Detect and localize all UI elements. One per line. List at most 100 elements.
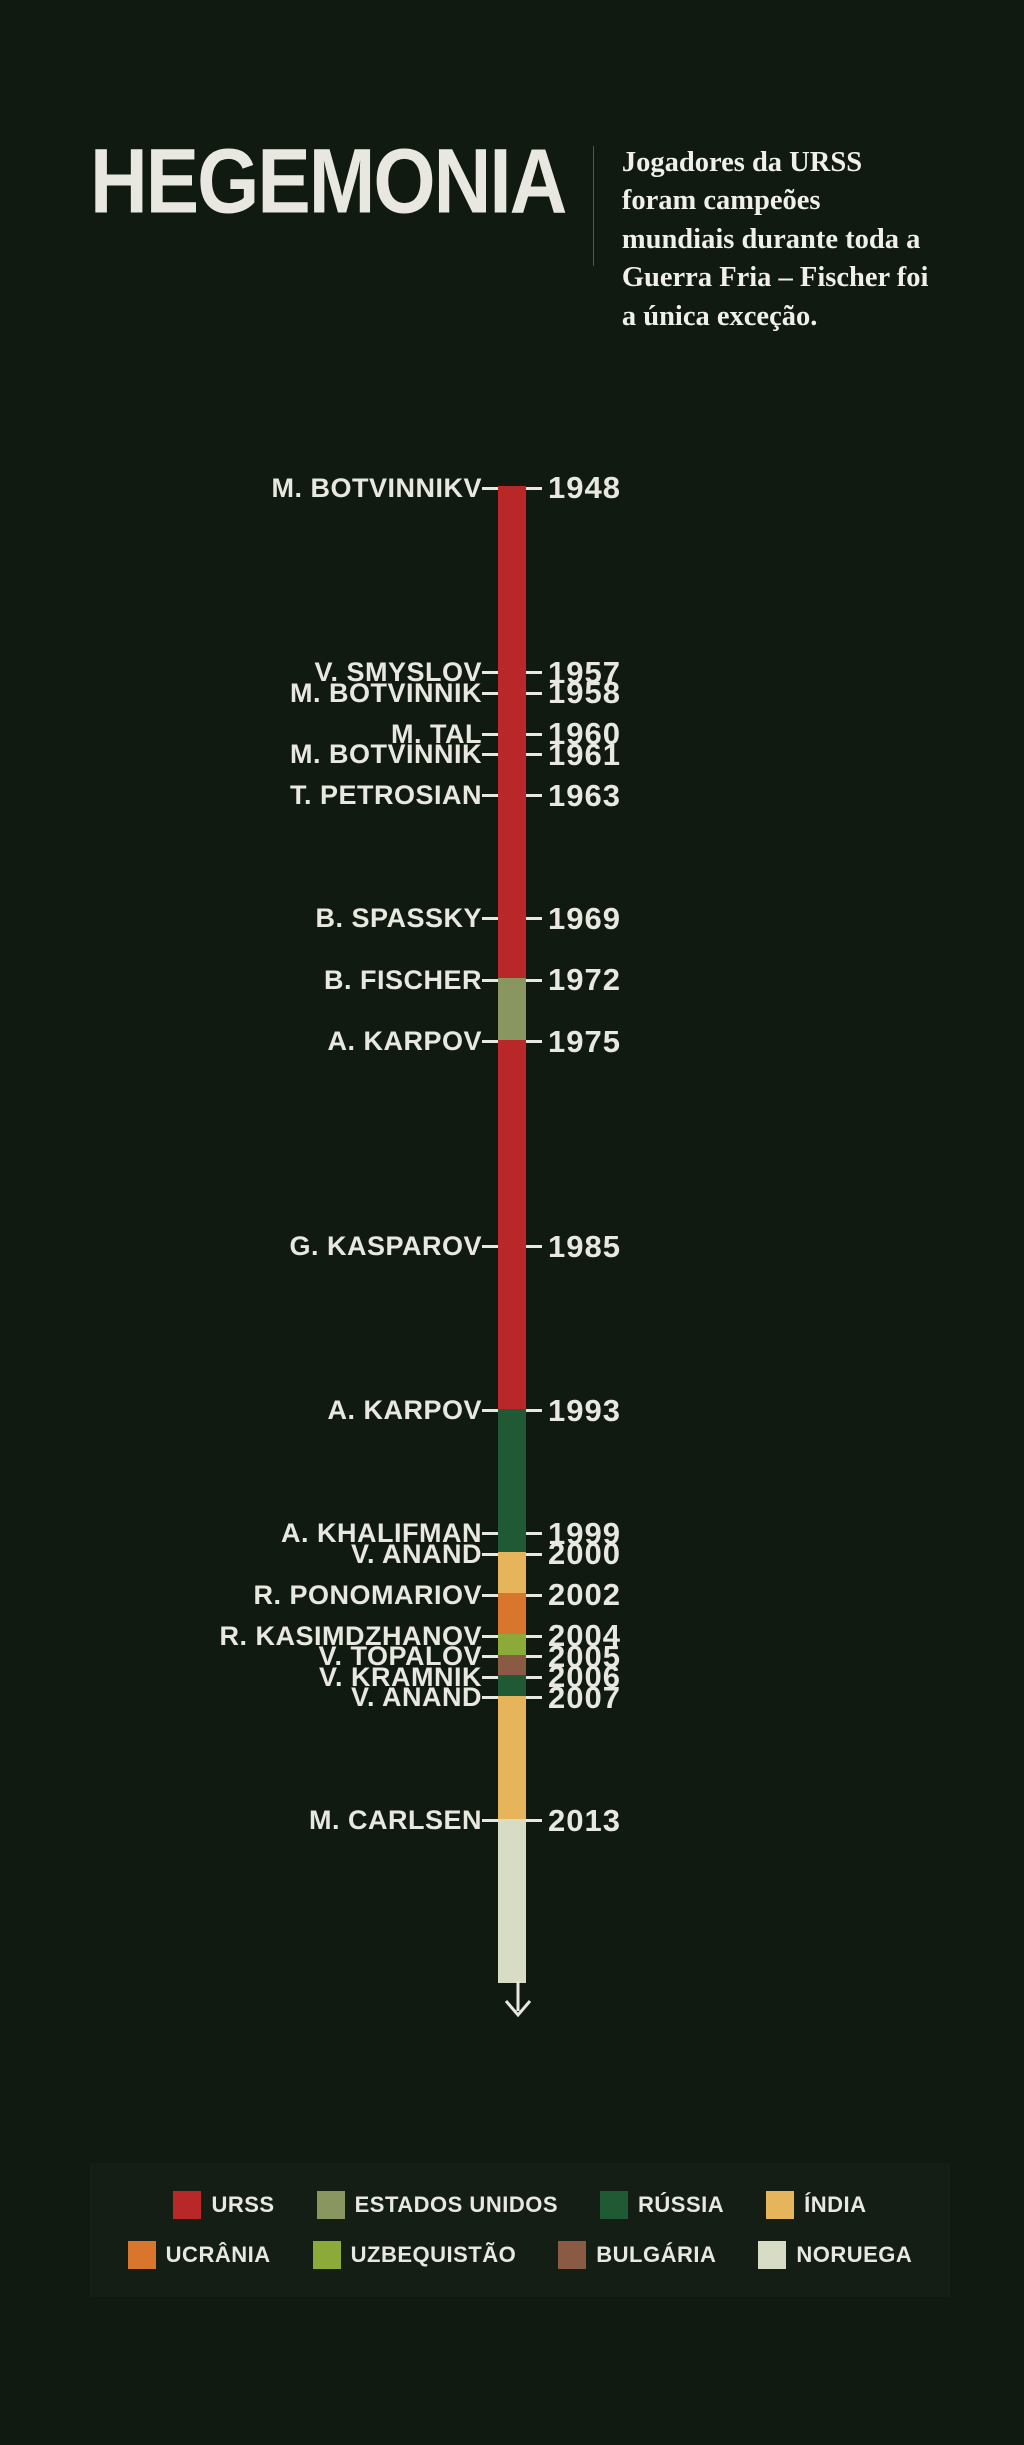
entry-name: G. KASPAROV [162, 1231, 482, 1262]
entry-year: 1975 [542, 1024, 621, 1060]
tick-icon [482, 1532, 498, 1535]
legend-label: ESTADOS UNIDOS [355, 2192, 558, 2218]
timeline-segment [498, 1819, 526, 1983]
entry-name: R. PONOMARIOV [162, 1580, 482, 1611]
tick-icon [526, 1409, 542, 1412]
timeline-entry: B. SPASSKY 1969 [162, 901, 862, 937]
legend-item: NORUEGA [758, 2241, 912, 2269]
timeline-entry: M. BOTVINNIKV1948 [162, 470, 862, 506]
tick-icon [526, 1676, 542, 1679]
entry-name: B. FISCHER [162, 965, 482, 996]
timeline-entry: M. CARLSEN 2013 [162, 1803, 862, 1839]
header: HEGEMONIA Jogadores da URSS foram campeõ… [90, 140, 934, 336]
tick-icon [526, 753, 542, 756]
legend-swatch [558, 2241, 586, 2269]
tick-icon [526, 692, 542, 695]
entry-name: A. KARPOV [162, 1395, 482, 1426]
tick-icon [482, 487, 498, 490]
legend-item: URSS [173, 2191, 274, 2219]
tick-icon [526, 1635, 542, 1638]
timeline-entry: B. FISCHER1972 [162, 962, 862, 998]
entry-name: A. KARPOV [162, 1026, 482, 1057]
entry-year: 1958 [542, 675, 621, 711]
entry-year: 1963 [542, 778, 621, 814]
entry-name: M. CARLSEN [162, 1805, 482, 1836]
tick-icon [482, 1594, 498, 1597]
entry-year: 2000 [542, 1536, 621, 1572]
entry-year: 1969 [542, 901, 621, 937]
timeline-entry: R. PONOMARIOV2002 [162, 1577, 862, 1613]
legend-swatch [317, 2191, 345, 2219]
header-divider [593, 146, 594, 266]
legend-swatch [758, 2241, 786, 2269]
tick-icon [526, 1553, 542, 1556]
timeline-entry: M. BOTVINNIK 1961 [162, 737, 862, 773]
entry-year: 2007 [542, 1680, 621, 1716]
timeline-entry: V. ANAND 2007 [162, 1680, 862, 1716]
tick-icon [526, 794, 542, 797]
tick-icon [482, 1676, 498, 1679]
tick-icon [482, 1696, 498, 1699]
tick-icon [526, 979, 542, 982]
tick-icon [482, 794, 498, 797]
tick-icon [482, 733, 498, 736]
tick-icon [526, 917, 542, 920]
tick-icon [482, 692, 498, 695]
tick-icon [526, 733, 542, 736]
timeline-entry: G. KASPAROV 1985 [162, 1229, 862, 1265]
tick-icon [526, 487, 542, 490]
page: HEGEMONIA Jogadores da URSS foram campeõ… [0, 0, 1024, 2397]
entry-name: B. SPASSKY [162, 903, 482, 934]
tick-icon [482, 1553, 498, 1556]
tick-icon [482, 917, 498, 920]
tick-icon [482, 753, 498, 756]
entry-year: 1985 [542, 1229, 621, 1265]
page-title: HEGEMONIA [90, 140, 565, 223]
tick-icon [482, 979, 498, 982]
legend-swatch [173, 2191, 201, 2219]
timeline-entry: T. PETROSIAN 1963 [162, 778, 862, 814]
timeline-entry: A. KARPOV1993 [162, 1393, 862, 1429]
timeline: M. BOTVINNIKV1948V. SMYSLOV1957M. BOTVIN… [162, 486, 862, 2063]
tick-icon [526, 1040, 542, 1043]
legend-label: UCRÂNIA [166, 2242, 271, 2268]
legend-swatch [128, 2241, 156, 2269]
tick-icon [482, 1409, 498, 1412]
entry-name: V. ANAND [162, 1682, 482, 1713]
tick-icon [482, 1819, 498, 1822]
legend-label: RÚSSIA [638, 2192, 724, 2218]
page-subtitle: Jogadores da URSS foram campeões mundiai… [622, 140, 934, 336]
timeline-segment [498, 1040, 526, 1409]
legend: URSS ESTADOS UNIDOS RÚSSIA ÍNDIA UCRÂNIA UZBE… [90, 2163, 950, 2297]
entry-year: 1961 [542, 737, 621, 773]
entry-name: V. ANAND [162, 1539, 482, 1570]
legend-item: UCRÂNIA [128, 2241, 271, 2269]
entry-year: 2013 [542, 1803, 621, 1839]
tick-icon [526, 1594, 542, 1597]
legend-label: UZBEQUISTÃO [351, 2242, 517, 2268]
tick-icon [482, 671, 498, 674]
legend-label: NORUEGA [796, 2242, 912, 2268]
entry-name: M. BOTVINNIK [162, 739, 482, 770]
entry-name: M. BOTVINNIKV [162, 473, 482, 504]
tick-icon [482, 1655, 498, 1658]
tick-icon [482, 1040, 498, 1043]
tick-icon [526, 1696, 542, 1699]
legend-swatch [600, 2191, 628, 2219]
legend-item: ESTADOS UNIDOS [317, 2191, 558, 2219]
timeline-entry: V. ANAND 2000 [162, 1536, 862, 1572]
arrow-down-icon [498, 1981, 526, 2021]
timeline-entry: A. KARPOV 1975 [162, 1024, 862, 1060]
legend-item: RÚSSIA [600, 2191, 724, 2219]
tick-icon [482, 1245, 498, 1248]
legend-item: ÍNDIA [766, 2191, 866, 2219]
tick-icon [526, 1245, 542, 1248]
legend-label: ÍNDIA [804, 2192, 866, 2218]
tick-icon [526, 1532, 542, 1535]
legend-swatch [313, 2241, 341, 2269]
legend-label: URSS [211, 2192, 274, 2218]
entry-name: T. PETROSIAN [162, 780, 482, 811]
legend-item: BULGÁRIA [558, 2241, 716, 2269]
tick-icon [526, 1819, 542, 1822]
legend-label: BULGÁRIA [596, 2242, 716, 2268]
